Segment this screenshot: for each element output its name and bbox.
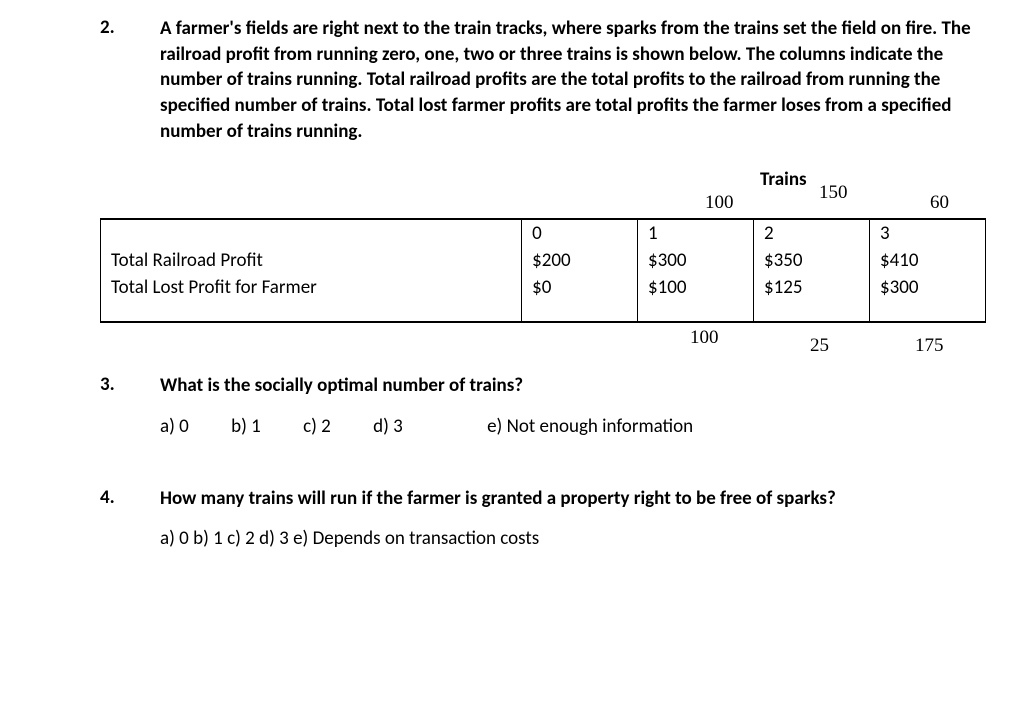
data-table-area: Trains 100 150 60 0 1 2 3 Total Railroad… xyxy=(100,168,986,363)
q4-option-e: e) Depends on transaction costs xyxy=(293,527,539,550)
top-annotation-3: 60 xyxy=(930,192,949,214)
table-footer-annotations: 100 25 175 xyxy=(100,323,986,363)
q3-option-d: d) 3 xyxy=(373,415,403,438)
q4-option-c: c) 2 xyxy=(227,527,255,550)
question-4-prompt: How many trains will run if the farmer i… xyxy=(160,486,986,512)
question-4-number: 4. xyxy=(100,486,160,509)
col-header-1: 1 xyxy=(638,219,754,247)
question-3-options: a) 0 b) 1 c) 2 d) 3 e) Not enough inform… xyxy=(160,415,986,438)
table-header-annotations: Trains 100 150 60 xyxy=(100,168,986,218)
q4-option-b: b) 1 xyxy=(193,527,223,550)
q4-option-a: a) 0 xyxy=(160,527,189,550)
top-annotation-1: 100 xyxy=(705,192,734,214)
cell-0-2: $350 xyxy=(754,247,870,274)
question-4-options: a) 0 b) 1 c) 2 d) 3 e) Depends on transa… xyxy=(160,527,986,550)
col-header-0: 0 xyxy=(522,219,638,247)
question-2: 2. A farmer's fields are right next to t… xyxy=(100,16,986,144)
question-3: 3. What is the socially optimal number o… xyxy=(100,373,986,438)
table-row: Total Railroad Profit $200 $300 $350 $41… xyxy=(101,247,986,274)
table-corner-cell xyxy=(101,219,522,247)
cell-1-0: $0 xyxy=(522,274,638,322)
cell-0-1: $300 xyxy=(638,247,754,274)
top-annotation-2: 150 xyxy=(819,182,848,204)
q3-option-e: e) Not enough information xyxy=(487,415,693,438)
row-label-1: Total Lost Profit for Farmer xyxy=(101,274,522,322)
bottom-annotation-1: 100 xyxy=(690,327,719,349)
data-table: 0 1 2 3 Total Railroad Profit $200 $300 … xyxy=(100,218,986,323)
question-3-number: 3. xyxy=(100,373,160,396)
bottom-annotation-3: 175 xyxy=(915,335,944,357)
cell-1-1: $100 xyxy=(638,274,754,322)
question-4: 4. How many trains will run if the farme… xyxy=(100,486,986,551)
col-header-3: 3 xyxy=(869,219,985,247)
col-header-2: 2 xyxy=(754,219,870,247)
q4-option-d: d) 3 xyxy=(259,527,289,550)
cell-1-2: $125 xyxy=(754,274,870,322)
bottom-annotation-2: 25 xyxy=(810,335,829,357)
table-row: Total Lost Profit for Farmer $0 $100 $12… xyxy=(101,274,986,322)
question-2-prompt: A farmer's fields are right next to the … xyxy=(160,16,986,144)
q3-option-a: a) 0 xyxy=(160,415,189,438)
cell-0-0: $200 xyxy=(522,247,638,274)
row-label-0: Total Railroad Profit xyxy=(101,247,522,274)
q3-option-b: b) 1 xyxy=(231,415,261,438)
cell-0-3: $410 xyxy=(869,247,985,274)
cell-1-3: $300 xyxy=(869,274,985,322)
table-row-headers: 0 1 2 3 xyxy=(101,219,986,247)
page: 2. A farmer's fields are right next to t… xyxy=(0,0,1026,712)
q3-option-c: c) 2 xyxy=(303,415,331,438)
table-header-label: Trains xyxy=(760,168,807,191)
question-3-prompt: What is the socially optimal number of t… xyxy=(160,373,986,399)
question-2-number: 2. xyxy=(100,16,160,39)
